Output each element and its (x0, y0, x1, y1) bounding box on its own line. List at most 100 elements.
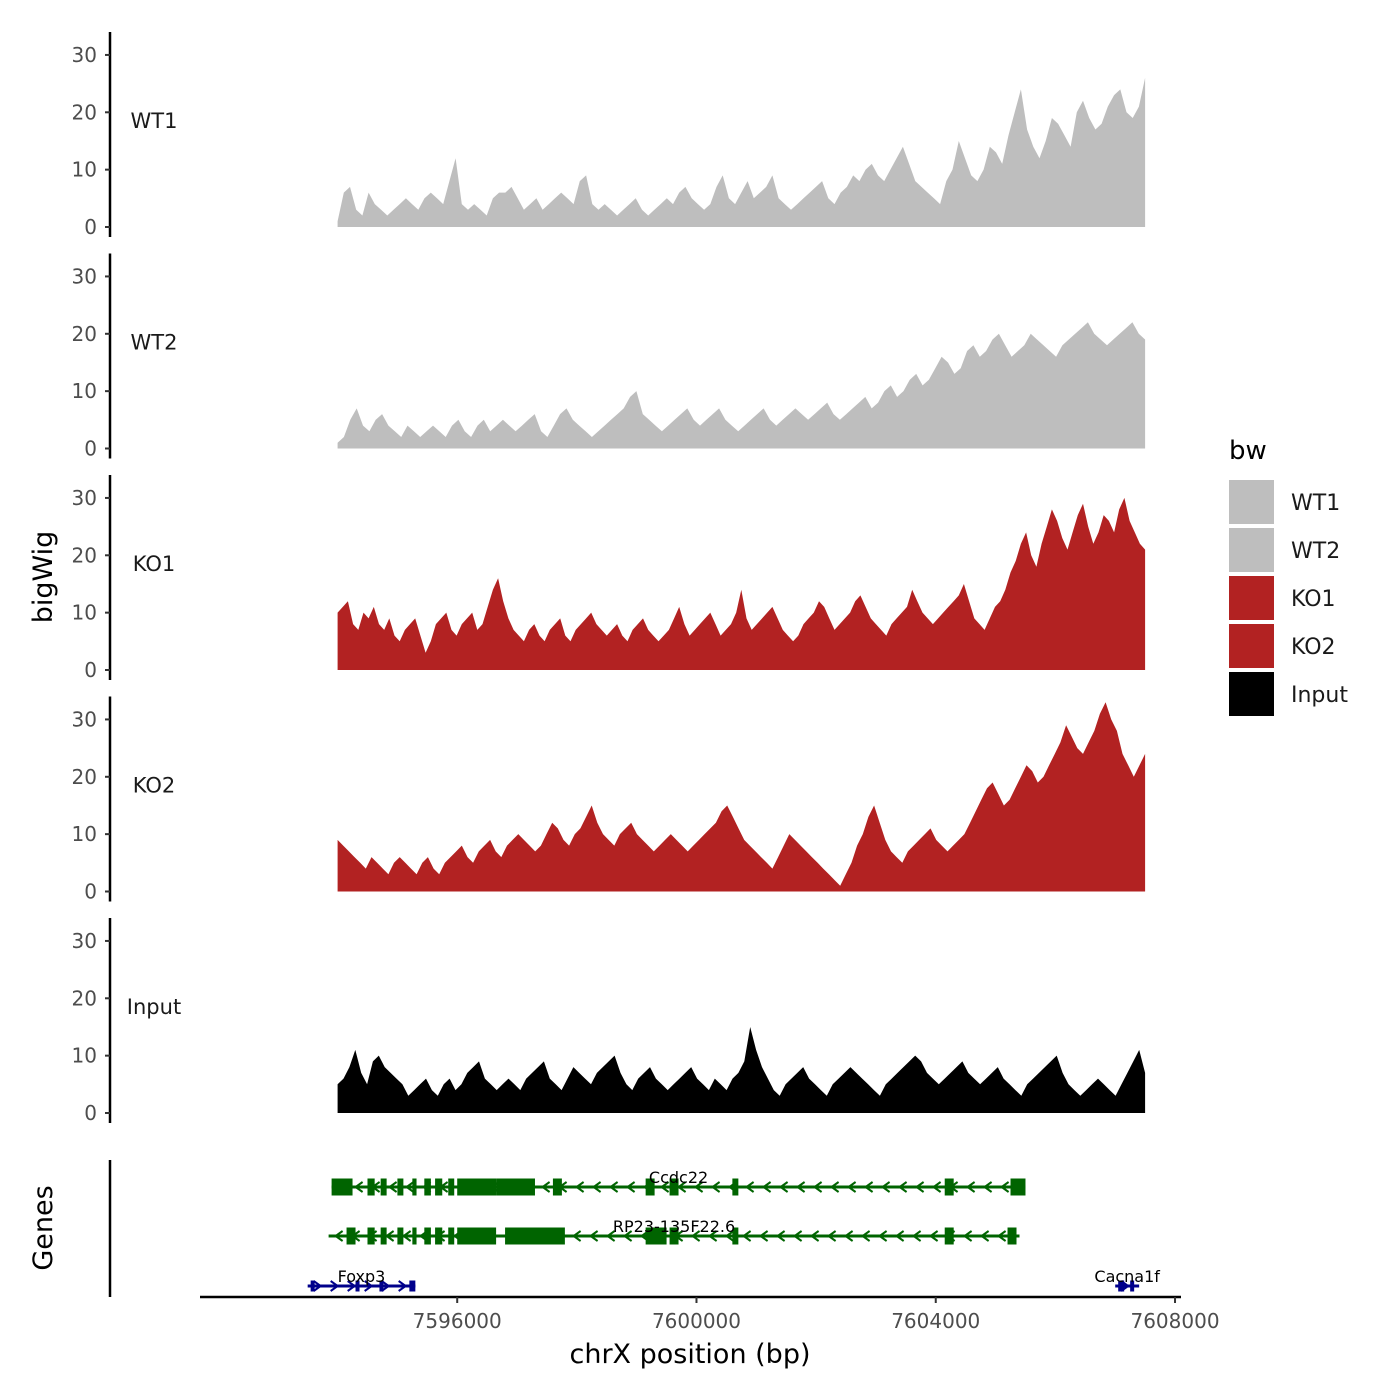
gene-rp23-135f22-6-strand-arrow (809, 1230, 820, 1242)
gene-ccdc22: Ccdc22 (331, 1168, 1026, 1196)
coverage-tracks: 0 10 20 30 WT1 0 10 20 30 WT2 0 10 20 30 KO1 0 10 20 30 KO2… (72, 32, 1146, 1125)
gene-rp23-135f22-6-exon (669, 1227, 679, 1245)
gene-cacna1f: Cacna1f (1094, 1267, 1160, 1292)
track-wt1-y-tick-label: 0 (84, 215, 97, 239)
gene-rp23-135f22-6-exon (505, 1227, 565, 1245)
gene-cacna1f-exon (1130, 1280, 1135, 1292)
gene-rp23-135f22-6-exon (1007, 1227, 1017, 1245)
gene-ccdc22-strand-arrow (999, 1181, 1010, 1193)
track-ko2-label: KO2 (133, 773, 176, 797)
gene-foxp3-strand-arrow (313, 1280, 323, 1292)
gene-ccdc22-strand-arrow (965, 1181, 976, 1193)
track-ko2-y-tick-label: 10 (72, 822, 97, 846)
gene-ccdc22-strand-arrow (829, 1181, 840, 1193)
gene-rp23-135f22-6-exon (448, 1227, 455, 1245)
gene-ccdc22-exon (412, 1178, 417, 1196)
x-tick-label: 7604000 (891, 1309, 980, 1333)
gene-foxp3-strand-arrow (381, 1280, 391, 1292)
gene-rp23-135f22-6-exon (944, 1227, 954, 1245)
x-tick-label: 7608000 (1130, 1309, 1219, 1333)
gene-rp23-135f22-6-exon (435, 1227, 443, 1245)
gene-foxp3-label: Foxp3 (338, 1267, 386, 1286)
gene-ccdc22-exon (331, 1178, 353, 1196)
legend-label-wt1: WT1 (1291, 491, 1340, 516)
gene-ccdc22-label: Ccdc22 (649, 1168, 708, 1187)
track-wt1-y-tick-label: 30 (72, 43, 97, 67)
legend-label-input: Input (1291, 683, 1348, 708)
track-input-panel: 0 10 20 30 Input (72, 918, 1146, 1125)
track-wt2-y-tick-label: 20 (72, 322, 97, 346)
gene-rp23-135f22-6-strand-arrow (979, 1230, 990, 1242)
legend-swatch-ko1 (1229, 576, 1274, 620)
track-ko1-y-tick-label: 30 (72, 486, 97, 510)
gene-rp23-135f22-6-strand-arrow (860, 1230, 871, 1242)
gene-rp23-135f22-6-exon (732, 1227, 739, 1245)
gene-rp23-135f22-6-exon (412, 1227, 417, 1245)
track-input-y-tick-label: 30 (72, 929, 97, 953)
gene-ccdc22-strand-arrow (574, 1181, 585, 1193)
gene-ccdc22-strand-arrow (387, 1181, 398, 1193)
legend-swatch-wt2 (1229, 528, 1274, 572)
track-wt1-y-tick-label: 20 (72, 100, 97, 124)
gene-ccdc22-exon (552, 1178, 562, 1196)
gene-rp23-135f22-6-strand-arrow (622, 1230, 633, 1242)
gene-rp23-135f22-6-strand-arrow (792, 1230, 803, 1242)
gene-rp23-135f22-6-exon (645, 1227, 667, 1245)
gene-annotation-track: Ccdc22 RP23-135F22.6 Foxp3 Cacna1f (108, 1160, 1160, 1297)
track-wt1-area (337, 77, 1146, 228)
track-wt1-y-tick-label: 10 (72, 158, 97, 182)
track-ko1-label: KO1 (133, 552, 176, 576)
legend-title: bw (1229, 436, 1267, 466)
gene-ccdc22-strand-arrow (404, 1181, 415, 1193)
track-ko1-y-tick-label: 0 (84, 658, 97, 682)
gene-rp23-135f22-6-strand-arrow (775, 1230, 786, 1242)
x-tick-label: 7596000 (413, 1309, 502, 1333)
x-axis-title: chrX position (bp) (569, 1339, 810, 1370)
gene-ccdc22-strand-arrow (812, 1181, 823, 1193)
gene-ccdc22-strand-arrow (846, 1181, 857, 1193)
track-ko2-y-tick-label: 20 (72, 765, 97, 789)
gene-ccdc22-exon (397, 1178, 404, 1196)
gene-rp23-135f22-6-strand-arrow (741, 1230, 752, 1242)
track-wt2-y-tick-label: 10 (72, 379, 97, 403)
gene-rp23-135f22-6-exon (397, 1227, 404, 1245)
gene-ccdc22-strand-arrow (914, 1181, 925, 1193)
gene-rp23-135f22-6-exon (346, 1227, 356, 1245)
gene-ccdc22-exon (448, 1178, 455, 1196)
gene-ccdc22-strand-arrow (591, 1181, 602, 1193)
track-wt2-y-tick-label: 0 (84, 437, 97, 461)
track-wt2-label: WT2 (131, 330, 178, 354)
gene-ccdc22-exon (424, 1178, 431, 1196)
gene-ccdc22-exon (435, 1178, 443, 1196)
legend-swatch-wt1 (1229, 480, 1274, 524)
legend-label-ko1: KO1 (1291, 587, 1336, 612)
gene-ccdc22-exon (669, 1178, 679, 1196)
gene-foxp3-exon (379, 1280, 384, 1292)
gene-rp23-135f22-6-strand-arrow (928, 1230, 939, 1242)
track-ko2-y-tick-label: 30 (72, 707, 97, 731)
track-ko1-y-tick-label: 10 (72, 601, 97, 625)
gene-rp23-135f22-6-strand-arrow (571, 1230, 582, 1242)
gene-rp23-135f22-6-strand-arrow (588, 1230, 599, 1242)
track-ko2-area (337, 702, 1146, 892)
gene-ccdc22-strand-arrow (778, 1181, 789, 1193)
x-tick-label: 7600000 (652, 1309, 741, 1333)
track-ko1-area (337, 497, 1146, 670)
legend-label-wt2: WT2 (1291, 539, 1340, 564)
gene-foxp3-strand-arrow (364, 1280, 374, 1292)
gene-ccdc22-exon (496, 1178, 535, 1196)
gene-ccdc22-exon (380, 1178, 387, 1196)
gene-ccdc22-strand-arrow (676, 1181, 687, 1193)
track-input-label: Input (127, 995, 181, 1019)
legend-swatch-input (1229, 672, 1274, 716)
track-ko1-panel: 0 10 20 30 KO1 (72, 475, 1146, 682)
gene-ccdc22-strand-arrow (353, 1181, 364, 1193)
gene-ccdc22-exon (1010, 1178, 1026, 1196)
gene-ccdc22-strand-arrow (710, 1181, 721, 1193)
gene-rp23-135f22-6-strand-arrow (401, 1230, 412, 1242)
track-wt2-area (337, 322, 1146, 449)
gene-foxp3-exon (355, 1280, 360, 1292)
gene-rp23-135f22-6-strand-arrow (911, 1230, 922, 1242)
gene-ccdc22-strand-arrow (982, 1181, 993, 1193)
gene-ccdc22-strand-arrow (897, 1181, 908, 1193)
